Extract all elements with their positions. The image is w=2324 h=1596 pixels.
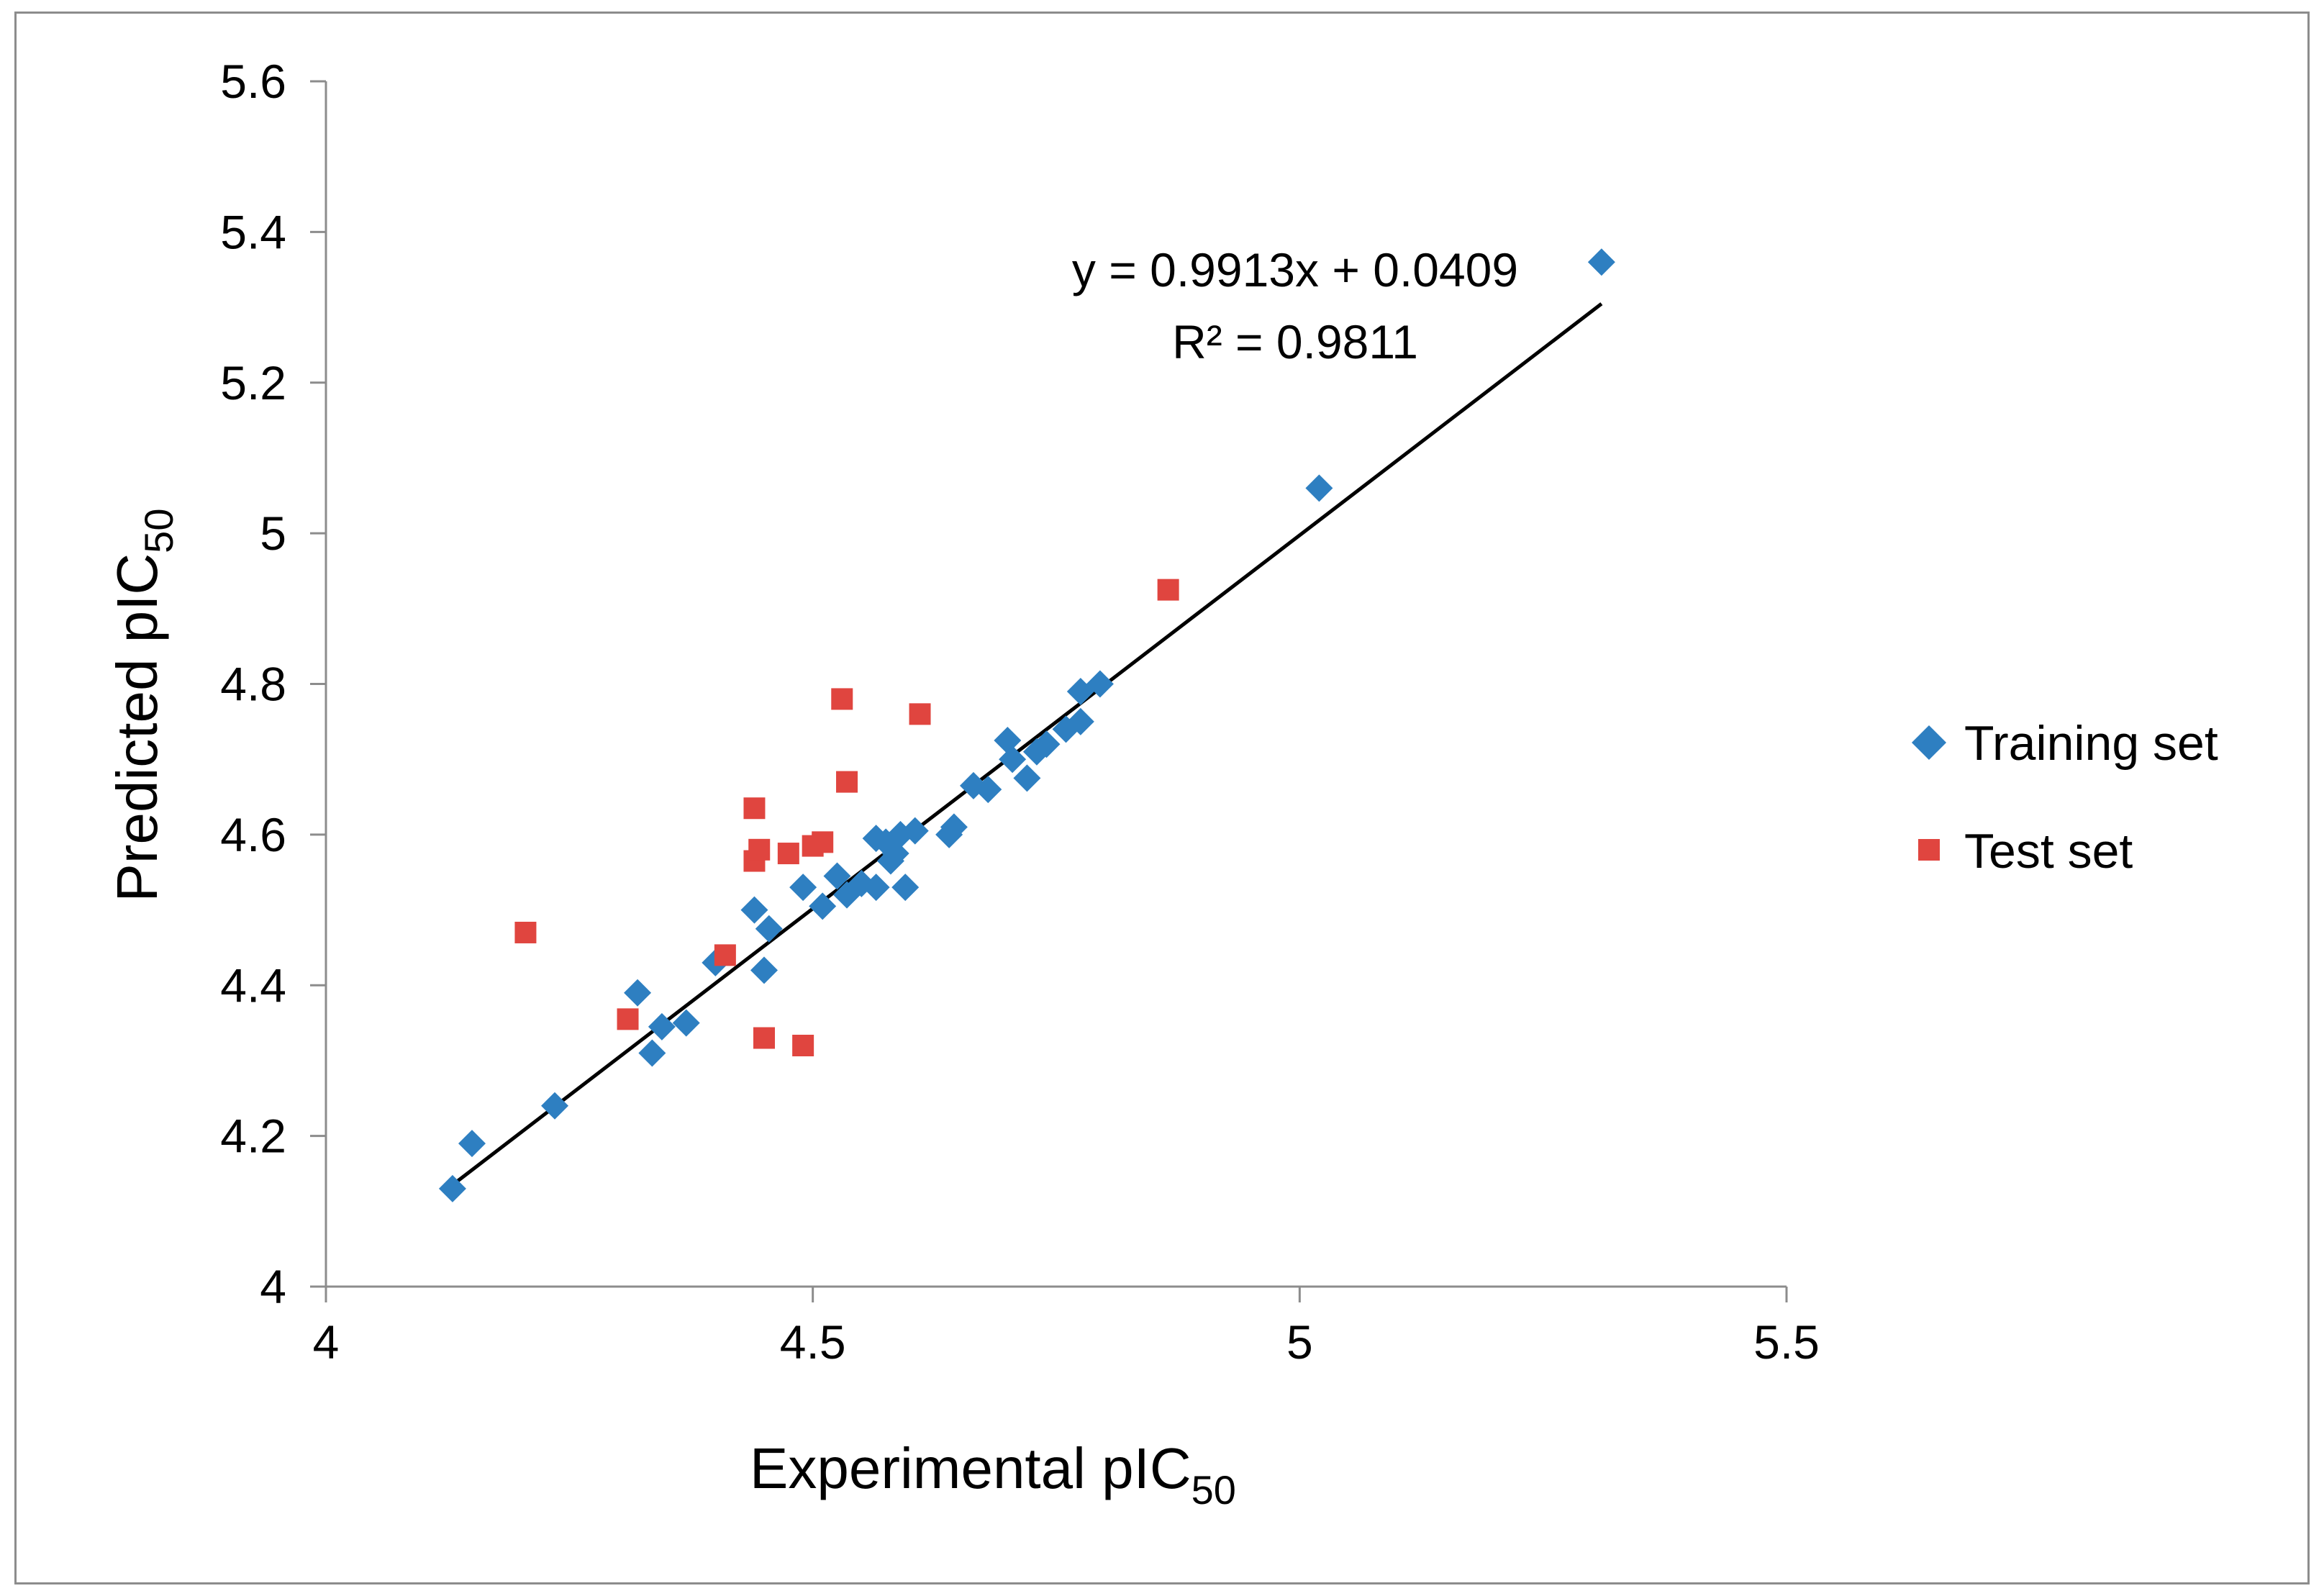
legend-marker-test [1918, 839, 1940, 861]
training-point [755, 915, 783, 943]
test-point [812, 831, 834, 853]
x-tick-label: 5.5 [1753, 1315, 1820, 1369]
training-point [862, 874, 890, 902]
y-axis-title: Predicted pIC50 [105, 509, 181, 902]
test-point [714, 944, 736, 966]
training-point [1066, 707, 1094, 735]
trendline-r-squared: R² = 0.9811 [1172, 315, 1418, 368]
training-point [1013, 764, 1041, 792]
x-axis-title-subscript: 50 [1191, 1467, 1236, 1513]
axes [310, 80, 1788, 1302]
training-point [974, 776, 1002, 804]
training-point [750, 956, 778, 984]
trendline-layer [451, 302, 1603, 1187]
y-axis-title-text: Predicted pIC [105, 553, 169, 902]
y-tick-label: 5.2 [220, 356, 286, 409]
y-tick-label: 5 [260, 507, 286, 560]
y-tick-label: 4 [260, 1260, 286, 1313]
training-point [672, 1009, 700, 1037]
legend-label-training: Training set [1964, 716, 2218, 771]
training-point [1032, 730, 1061, 758]
training-point [940, 813, 968, 841]
x-tick-label: 4 [313, 1315, 340, 1369]
x-tick-label: 4.5 [780, 1315, 846, 1369]
training-point [901, 817, 929, 845]
chart-frame [14, 12, 2310, 1584]
training-point [624, 979, 652, 1007]
test-point [792, 1035, 814, 1056]
training-point [1305, 474, 1333, 502]
training-point [789, 874, 817, 902]
test-point [748, 838, 771, 861]
trendline [451, 302, 1603, 1187]
x-axis-title-text: Experimental pIC [750, 1436, 1191, 1500]
y-tick-label: 5.4 [220, 205, 286, 258]
x-tick-label: 5 [1286, 1315, 1313, 1369]
legend-marker-training [1911, 725, 1947, 761]
y-tick-label: 4.8 [220, 658, 286, 711]
test-point [514, 921, 537, 943]
training-point [1086, 670, 1114, 698]
y-axis-title-subscript: 50 [136, 509, 181, 553]
training-point [809, 892, 837, 920]
y-tick-label: 5.6 [220, 55, 286, 108]
training-point [823, 862, 851, 890]
training-point [881, 840, 909, 868]
test-point [909, 703, 931, 725]
test-point [836, 771, 858, 793]
test-point [753, 1027, 775, 1049]
training-point [994, 727, 1022, 755]
training-point [999, 745, 1027, 774]
test-point [1157, 579, 1179, 601]
training-point [648, 1012, 676, 1040]
trendline-equation: y = 0.9913x + 0.0409 [1072, 243, 1518, 296]
test-point [777, 843, 799, 865]
points-layer [438, 248, 1615, 1202]
legend-label-test: Test set [1964, 824, 2133, 879]
test-point [617, 1008, 639, 1030]
training-point [1587, 248, 1615, 276]
y-tick-label: 4.4 [220, 958, 286, 1012]
x-axis-title: Experimental pIC50 [750, 1436, 1236, 1513]
training-point [638, 1039, 666, 1067]
training-point [541, 1092, 569, 1120]
tick-labels: 4 4.2 4.4 4.6 4.8 5 5.2 5.4 5.6 4 4.5 5 5.5 [220, 55, 1820, 1369]
test-point [831, 688, 853, 710]
y-tick-label: 4.6 [220, 808, 286, 861]
training-point [740, 896, 768, 924]
legend: Training set Test set [1911, 716, 2218, 879]
y-tick-label: 4.2 [220, 1110, 286, 1163]
training-point [438, 1174, 466, 1202]
training-point [891, 874, 920, 902]
training-point [458, 1130, 486, 1158]
test-point [743, 797, 766, 820]
